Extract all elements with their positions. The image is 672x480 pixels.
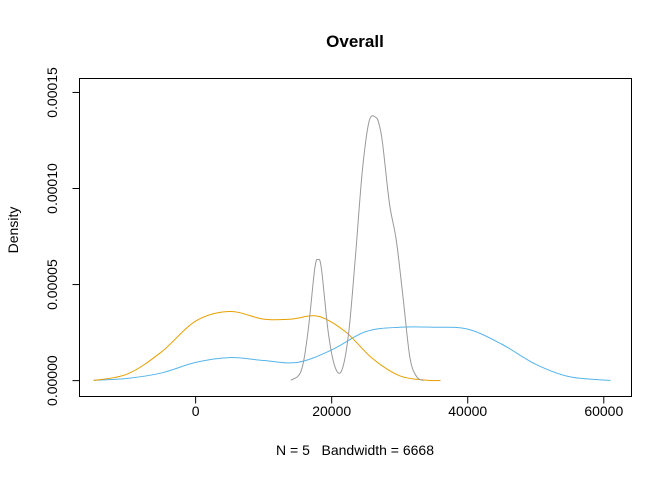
y-tick-label: 0.00005 xyxy=(44,259,60,310)
density-curve-2 xyxy=(93,310,441,382)
plot-frame xyxy=(79,78,632,397)
x-tick-label: 40000 xyxy=(448,403,487,419)
y-tick-label: 0.00010 xyxy=(44,163,60,214)
x-axis-label: N = 5 Bandwidth = 6668 xyxy=(276,442,434,458)
y-axis: 0.00000 0.00005 0.00010 0.00015 xyxy=(44,67,80,406)
x-tick-label: 20000 xyxy=(312,403,351,419)
density-curve-3 xyxy=(290,115,424,381)
density-curve-1 xyxy=(93,326,611,381)
x-axis: 0 20000 40000 60000 xyxy=(192,396,623,419)
x-tick-label: 0 xyxy=(192,403,200,419)
chart-title: Overall xyxy=(326,32,384,51)
x-tick-label: 60000 xyxy=(584,403,623,419)
y-axis-label: Density xyxy=(5,207,21,254)
series-layer xyxy=(93,115,611,382)
y-tick-label: 0.00000 xyxy=(44,355,60,406)
y-tick-label: 0.00015 xyxy=(44,67,60,118)
